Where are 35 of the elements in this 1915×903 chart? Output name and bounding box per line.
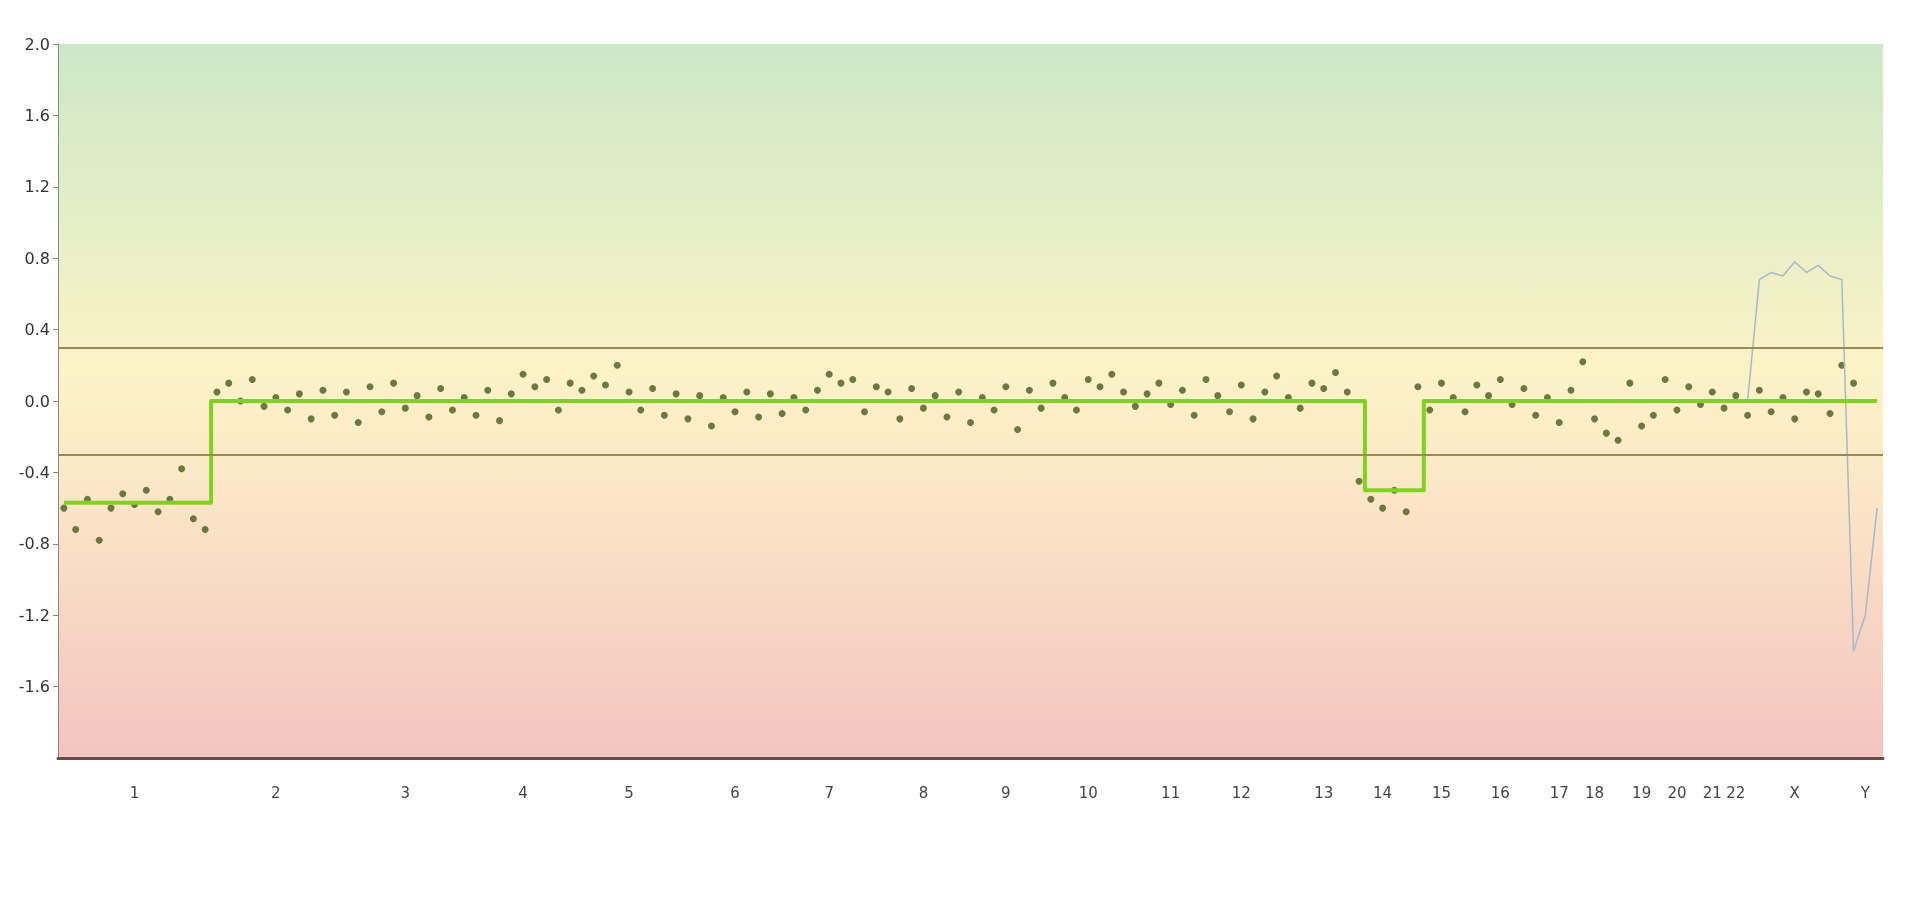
x-tick-label: 19	[1632, 784, 1652, 802]
x-tick-label: 7	[824, 784, 834, 802]
x-tick-label: 1	[129, 784, 140, 802]
y-tick-label: -0.4	[18, 462, 50, 482]
x-tick-label: 15	[1431, 784, 1452, 802]
x-tick-label: 8	[918, 784, 929, 802]
x-tick-label: 13	[1314, 784, 1334, 802]
line-series	[1746, 261, 1878, 652]
x-tick-label: 2	[271, 784, 281, 802]
y-tick-label: -0.8	[18, 534, 50, 554]
x-tick-label: X	[1789, 784, 1800, 802]
x-tick-label: 9	[1001, 784, 1011, 802]
y-tick-label: 1.2	[24, 177, 50, 197]
x-tick-label: 16	[1490, 784, 1510, 802]
x-tick-label: 4	[518, 784, 528, 802]
y-tick-label: -1.2	[18, 605, 50, 625]
y-tick-label: 2.0	[24, 34, 50, 54]
x-tick-label: 18	[1584, 784, 1605, 802]
y-tick-label: 0.0	[24, 391, 50, 411]
x-tick-label: 14	[1373, 784, 1393, 802]
x-tick-label: 6	[730, 784, 740, 802]
y-tick-label: 0.4	[24, 320, 50, 340]
x-tick-label: 5	[624, 784, 634, 802]
x-tick-label: Y	[1859, 784, 1871, 802]
x-tick-label: 11	[1161, 784, 1181, 802]
x-tick-label: 3	[400, 784, 411, 802]
x-tick-label: 17	[1549, 784, 1569, 802]
y-tick-label: 0.8	[24, 248, 50, 268]
x-tick-label: 20	[1667, 784, 1687, 802]
x-tick-label: 21	[1702, 784, 1722, 802]
x-tick-label: 10	[1078, 784, 1098, 802]
y-tick-label: -1.6	[18, 677, 50, 697]
y-tick-label: 1.6	[24, 105, 50, 125]
x-tick-label: 22	[1726, 784, 1746, 802]
x-tick-label: 12	[1231, 784, 1251, 802]
